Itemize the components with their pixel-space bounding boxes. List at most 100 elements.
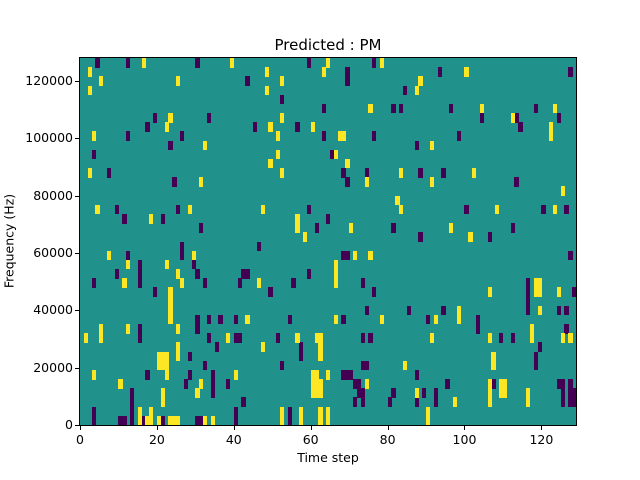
heatmap-cell-high [364, 379, 369, 389]
heatmap-cell-high [326, 415, 331, 425]
heatmap-cell-high [418, 76, 423, 86]
heatmap-cell-low [456, 131, 462, 141]
heatmap-cell-low [399, 103, 404, 114]
heatmap-cell-high [429, 140, 435, 151]
heatmap-cell-low [526, 296, 531, 307]
heatmap-cell-low [533, 103, 538, 114]
heatmap-cell-low [276, 333, 281, 343]
heatmap-cell-low [233, 314, 239, 325]
heatmap-cell-low [95, 58, 100, 68]
heatmap-cell-low [306, 204, 312, 215]
x-tick-label: 40 [225, 432, 242, 447]
heatmap-cell-low [145, 369, 150, 380]
heatmap-cell-high [510, 113, 515, 123]
heatmap-cell-high [106, 250, 112, 261]
heatmap-cell-low [160, 213, 165, 224]
heatmap-cell-low [226, 379, 231, 389]
heatmap-cell-low [314, 223, 319, 233]
heatmap-cell-high [156, 360, 162, 371]
heatmap-cell-high [168, 314, 173, 325]
heatmap-cell-low [364, 168, 369, 178]
heatmap-cell-low [560, 397, 565, 408]
heatmap-cell-high [299, 406, 304, 417]
heatmap-cell-low [287, 406, 292, 417]
heatmap-cell-low [422, 388, 427, 398]
heatmap-cell-low [279, 94, 285, 105]
heatmap-cell-high [456, 305, 462, 316]
heatmap-cell-low [129, 388, 135, 398]
heatmap-cell-high [399, 168, 404, 178]
x-tick-mark [156, 426, 158, 430]
y-tick-label: 60000 [33, 244, 73, 260]
heatmap-cell-low [91, 406, 96, 417]
heatmap-cell-high [176, 415, 181, 425]
heatmap-cell-high [552, 103, 558, 114]
heatmap-cell-high [172, 415, 177, 425]
heatmap-cell-low [414, 369, 419, 380]
heatmap-cell-low [91, 415, 96, 425]
heatmap-cell-high [399, 204, 404, 215]
heatmap-cell-low [168, 140, 173, 151]
heatmap-cell-low [387, 397, 392, 408]
heatmap-cell-high [276, 131, 281, 141]
heatmap-cell-high [176, 269, 181, 279]
x-tick-mark [387, 426, 389, 430]
y-tick-mark [75, 80, 79, 82]
heatmap-cell-low [568, 379, 573, 389]
heatmap-cell-low [153, 113, 158, 123]
x-tick-mark [310, 426, 312, 430]
heatmap-cell-low [203, 278, 208, 288]
heatmap-cell-low [560, 379, 565, 389]
heatmap-cell-low [418, 232, 423, 242]
heatmap-cell-high [526, 397, 531, 408]
heatmap-cell-low [568, 250, 573, 261]
heatmap-cell-low [206, 314, 212, 325]
heatmap-cell-low [279, 360, 285, 371]
heatmap-cell-low [187, 369, 192, 380]
heatmap-cell-high [176, 324, 181, 334]
heatmap-cell-high [337, 131, 342, 141]
heatmap-cell-high [176, 342, 181, 352]
heatmap-cell-low [114, 269, 119, 279]
heatmap-cell-high [268, 122, 273, 132]
heatmap-cell-high [414, 388, 419, 398]
heatmap-cell-high [537, 305, 542, 316]
heatmap-cell-low [245, 76, 250, 86]
heatmap-cell-high [145, 415, 150, 425]
heatmap-cell-high [160, 397, 165, 408]
heatmap-cell-high [260, 342, 265, 352]
heatmap-cell-low [433, 388, 438, 398]
heatmap-cell-low [145, 122, 150, 132]
heatmap-cell-high [537, 278, 542, 288]
heatmap-cell-high [164, 351, 169, 362]
heatmap-cell-low [322, 131, 327, 141]
heatmap-cell-high [456, 314, 462, 325]
heatmap-cell-low [526, 278, 531, 288]
heatmap-cell-low [433, 397, 438, 408]
heatmap-cell-low [360, 278, 365, 288]
heatmap-cell-low [556, 379, 561, 389]
heatmap-cell-low [195, 324, 200, 334]
heatmap-cell-high [299, 415, 304, 425]
heatmap-cell-low [241, 269, 246, 279]
heatmap-cell-high [549, 131, 554, 141]
heatmap-cell-high [479, 103, 485, 114]
heatmap-cell-high [99, 324, 104, 334]
x-tick-mark [80, 426, 81, 430]
heatmap-cell-high [156, 415, 162, 425]
heatmap-cell-low [299, 342, 304, 352]
heatmap-cell-high [295, 223, 300, 233]
heatmap-cell-low [345, 250, 350, 261]
heatmap-cell-high [314, 333, 319, 343]
x-tick-mark [233, 426, 235, 430]
x-tick-label: 60 [302, 432, 319, 447]
heatmap-cell-high [168, 287, 173, 297]
heatmap-cell-high [176, 76, 181, 86]
heatmap-cell-high [279, 406, 285, 417]
heatmap-cell-high [341, 131, 346, 141]
heatmap-cell-low [322, 103, 327, 114]
heatmap-cell-high [449, 223, 454, 233]
heatmap-cell-high [352, 250, 358, 261]
heatmap-cell-high [314, 369, 319, 380]
